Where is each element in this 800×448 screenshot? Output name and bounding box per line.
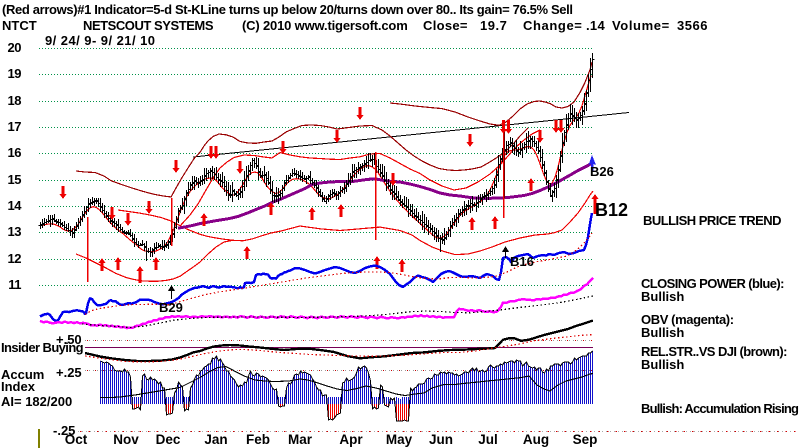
svg-text:18: 18 xyxy=(8,93,22,108)
svg-text:Dec: Dec xyxy=(156,432,181,447)
svg-text:B16: B16 xyxy=(510,254,534,269)
svg-text:Nov: Nov xyxy=(113,432,139,447)
svg-text:17: 17 xyxy=(8,119,22,134)
svg-text:Jul: Jul xyxy=(478,432,498,447)
svg-text:15: 15 xyxy=(8,172,22,187)
svg-text:Jun: Jun xyxy=(429,432,453,447)
svg-text:20: 20 xyxy=(8,40,22,55)
svg-text:Oct: Oct xyxy=(65,432,88,447)
svg-text:Sep: Sep xyxy=(573,432,598,447)
svg-text:11: 11 xyxy=(8,277,21,292)
svg-text:14: 14 xyxy=(8,198,23,213)
svg-text:16: 16 xyxy=(8,145,22,160)
svg-text:B29: B29 xyxy=(159,300,183,315)
svg-text:B26: B26 xyxy=(590,164,614,179)
svg-text:12: 12 xyxy=(8,251,22,266)
svg-text:13: 13 xyxy=(8,224,22,239)
svg-text:Jan: Jan xyxy=(204,432,227,447)
svg-text:May: May xyxy=(386,432,413,447)
svg-text:Feb: Feb xyxy=(246,432,270,447)
svg-text:Aug: Aug xyxy=(523,432,549,447)
svg-text:19: 19 xyxy=(8,66,22,81)
svg-text:B12: B12 xyxy=(595,200,628,220)
svg-text:Apr: Apr xyxy=(339,432,363,447)
svg-text:Mar: Mar xyxy=(288,432,313,447)
